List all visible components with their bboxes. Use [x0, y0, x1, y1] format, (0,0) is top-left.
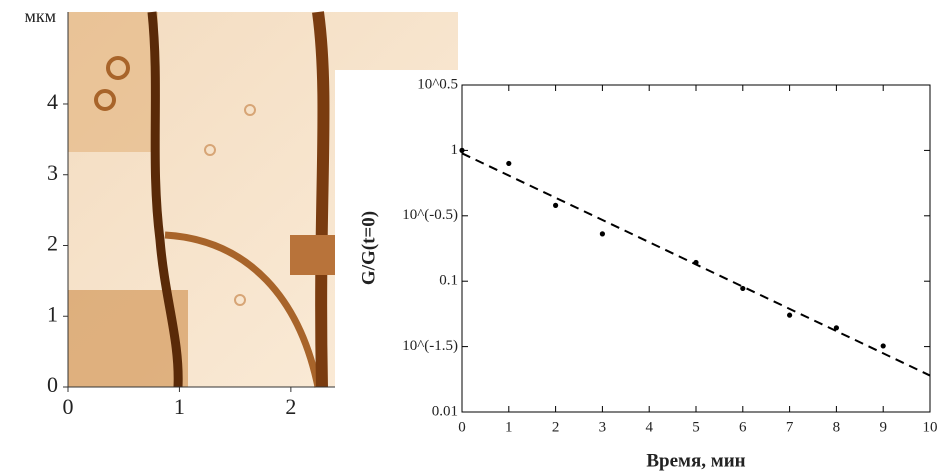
y-tick-label: 4 [47, 89, 58, 114]
y-tick-label: 3 [47, 160, 58, 185]
data-point [599, 231, 606, 237]
x-tick-label: 2 [552, 419, 560, 435]
x-tick-label: 4 [645, 419, 653, 435]
x-tick-label: 0 [63, 394, 74, 419]
data-point [506, 160, 512, 167]
y-tick-label: 1 [47, 301, 58, 326]
x-tick-label: 6 [739, 419, 747, 435]
y-tick-label: 2 [47, 231, 58, 256]
data-point [787, 312, 793, 318]
data-point [553, 202, 559, 208]
x-tick-label: 10 [923, 419, 938, 435]
image-unit-label: мкм [24, 6, 56, 26]
data-point [459, 147, 465, 154]
x-tick-label: 3 [599, 419, 607, 435]
y-tick-label: 10^(-1.5) [402, 338, 458, 354]
data-point [693, 259, 699, 266]
chart-panel [335, 70, 943, 475]
x-tick-label: 1 [505, 419, 513, 435]
y-tick-label: 10^0.5 [417, 76, 458, 92]
y-tick-label: 0 [47, 372, 58, 397]
x-tick-label: 8 [833, 419, 841, 435]
x-tick-label: 0 [458, 419, 466, 435]
x-tick-label: 2 [285, 394, 296, 419]
data-point [740, 285, 746, 292]
x-tick-label: 1 [174, 394, 185, 419]
x-tick-label: 7 [786, 419, 794, 435]
y-tick-label: 10^(-0.5) [402, 207, 458, 223]
x-tick-label: 9 [879, 419, 887, 435]
y-tick-label: 0.1 [439, 273, 458, 289]
x-axis-title: Время, мин [646, 450, 745, 471]
data-point [880, 343, 886, 349]
y-tick-label: 0.01 [432, 403, 458, 419]
y-tick-label: 1 [451, 142, 459, 158]
x-tick-label: 5 [692, 419, 700, 435]
data-point [833, 325, 840, 331]
y-axis-title: G/G(t=0) [358, 211, 379, 285]
